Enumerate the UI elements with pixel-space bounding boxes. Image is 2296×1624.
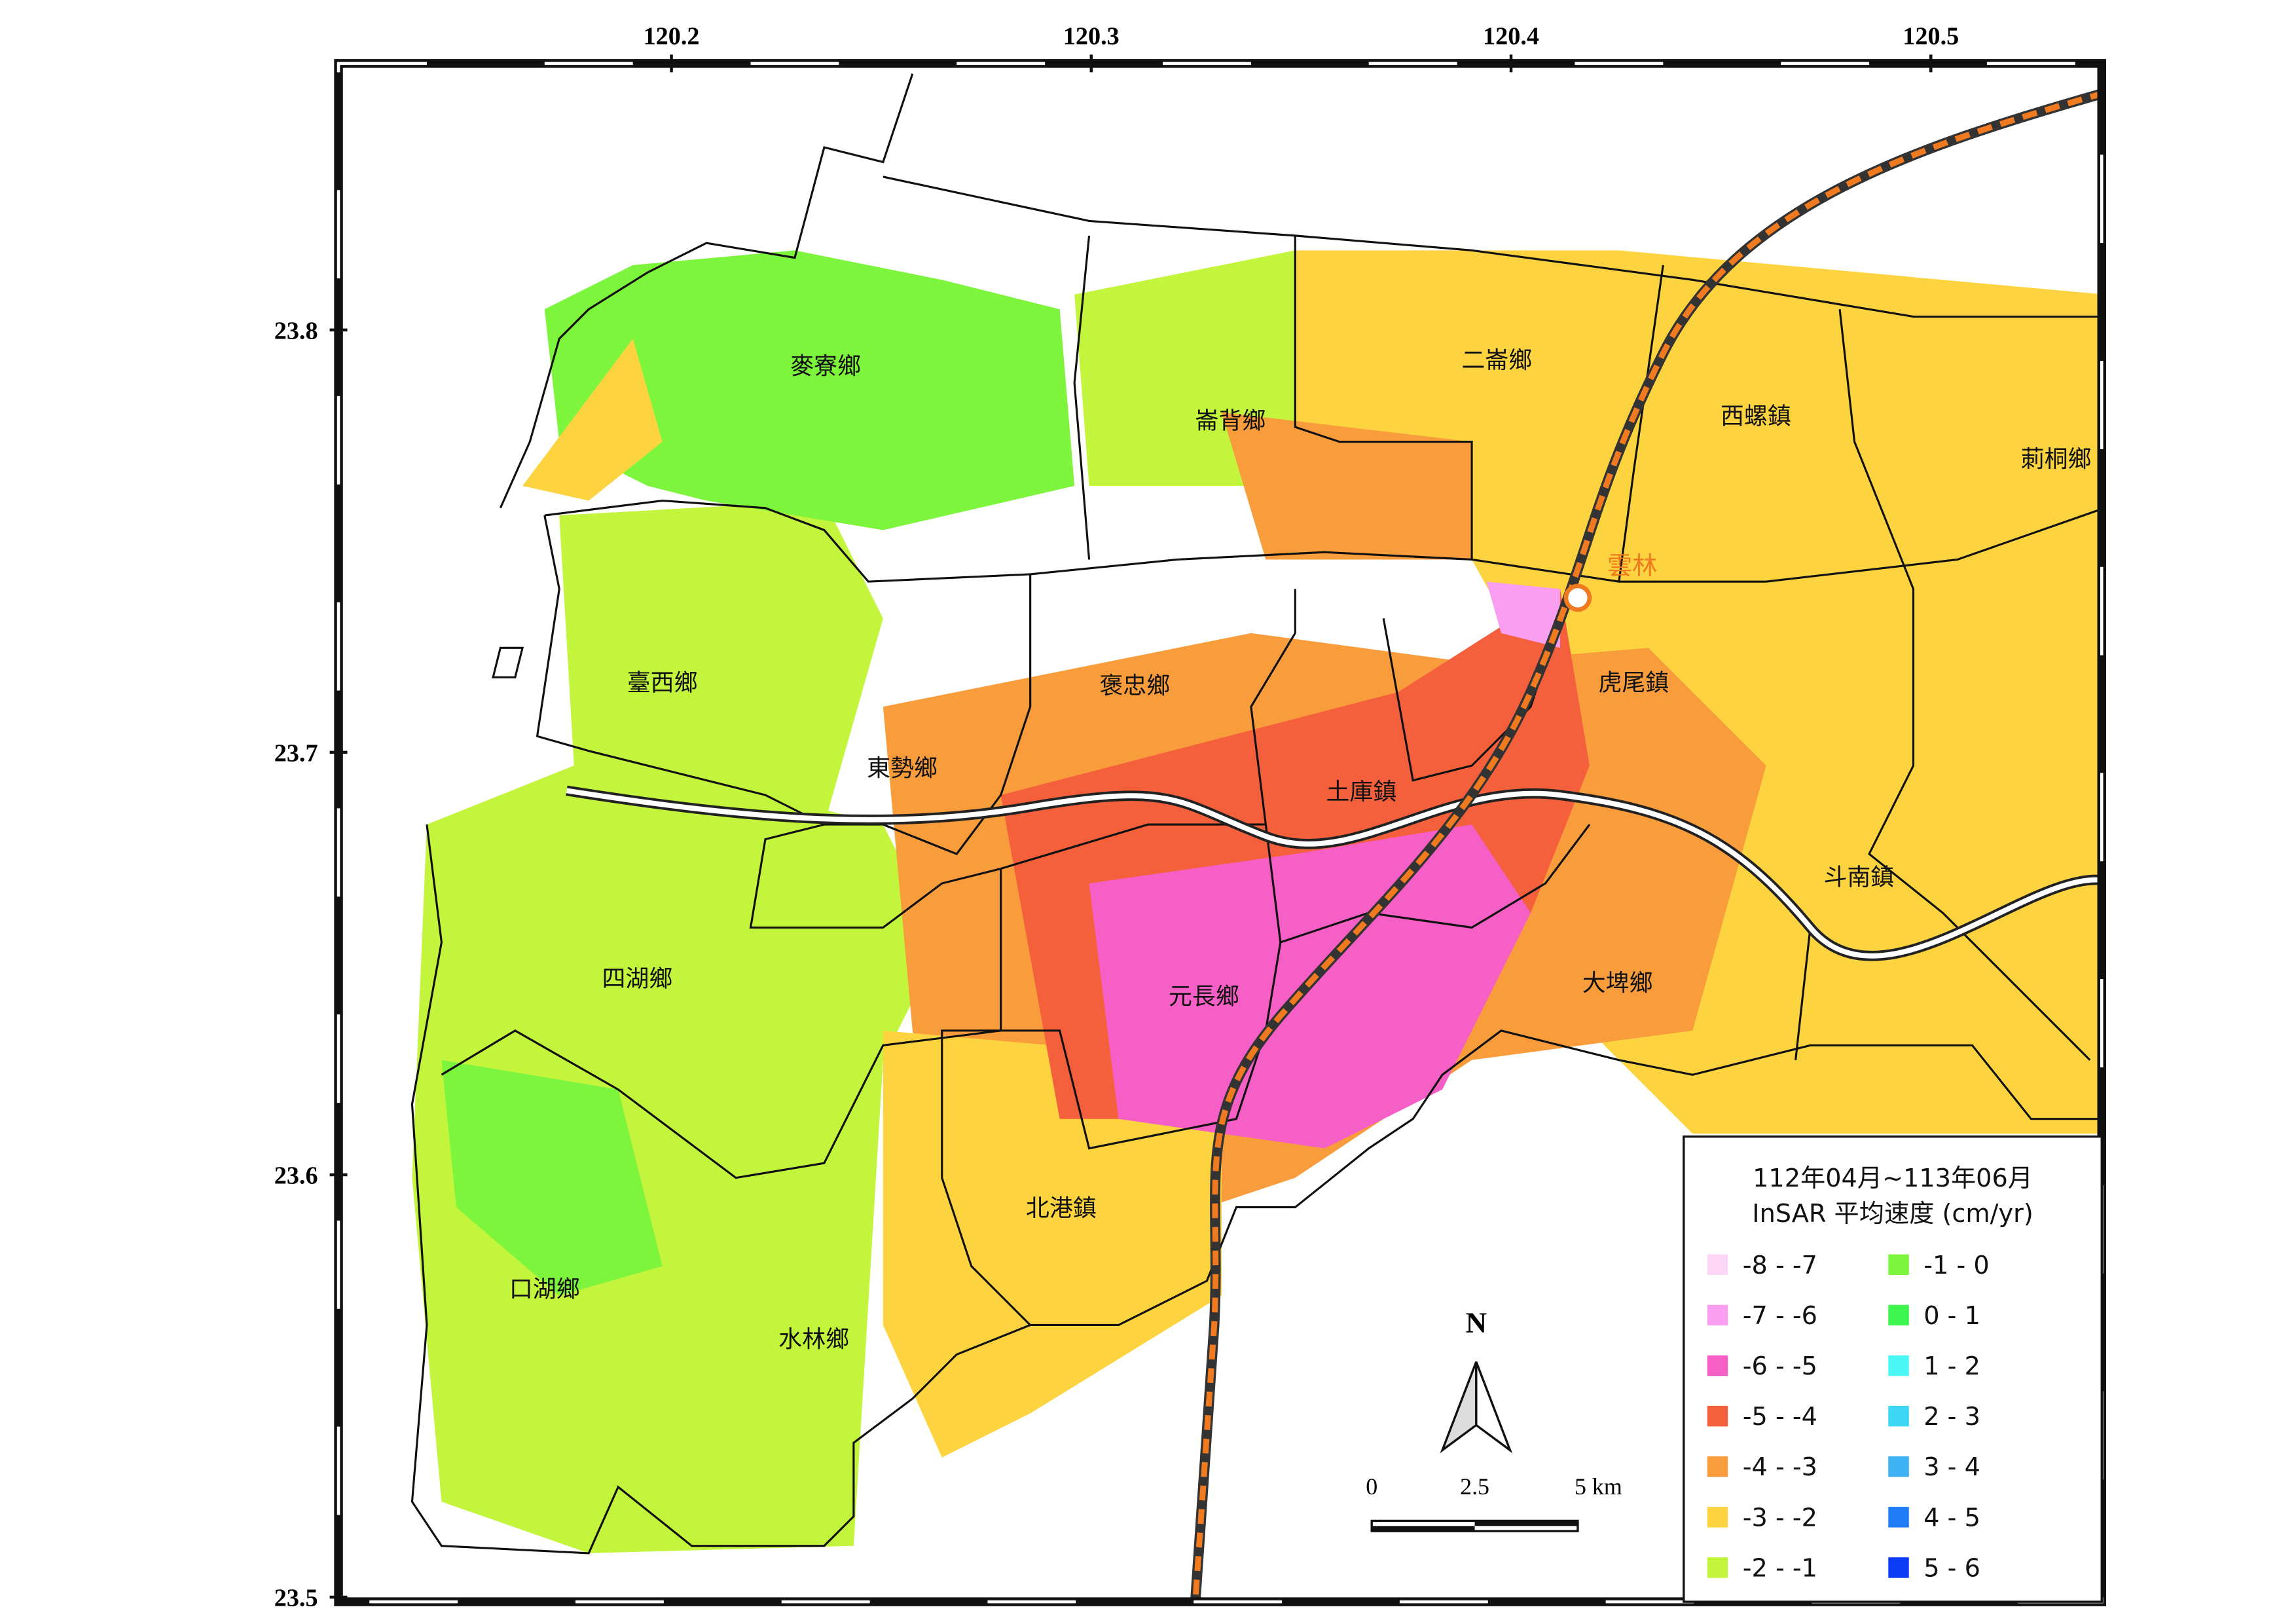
town-label: 麥寮鄉: [790, 353, 861, 380]
boundary: [544, 499, 2105, 583]
legend-label: -4 - -3: [1743, 1453, 1817, 1482]
x-tick-label: 120.3: [1063, 23, 1120, 50]
x-tick-label: 120.2: [644, 23, 700, 50]
graticule: 120.2 120.3 120.4 120.5 23.8 23.7 23.6 23.5: [274, 23, 1959, 1612]
station: [1563, 583, 1592, 612]
coastline: [499, 73, 2105, 509]
town-label: 褒忠鄉: [1099, 673, 1170, 699]
velocity-area: [412, 766, 942, 1553]
town-label: 二崙鄉: [1461, 347, 1532, 374]
velocity-area: [544, 250, 1075, 530]
scale-label: 2.5: [1460, 1473, 1489, 1500]
y-tick-label: 23.5: [274, 1584, 318, 1612]
town-label: 北港鎮: [1026, 1195, 1097, 1222]
velocity-area: [1221, 412, 1472, 560]
town-label: 莿桐鄉: [2021, 446, 2092, 473]
legend-label: 0 - 1: [1923, 1302, 1980, 1331]
town-label: 口湖鄉: [509, 1276, 580, 1303]
legend-label: -2 - -1: [1743, 1554, 1817, 1583]
boundary: [441, 589, 1591, 1326]
town-label: 斗南鎮: [1823, 864, 1894, 891]
velocity-area: [522, 339, 663, 501]
legend-swatch: [1888, 1254, 1909, 1276]
velocity-area: [441, 1060, 663, 1296]
legend-label: 4 - 5: [1923, 1504, 1980, 1532]
scale-label: 0: [1366, 1473, 1377, 1500]
legend-label: -3 - -2: [1743, 1504, 1817, 1532]
legend-label: 5 - 6: [1923, 1554, 1980, 1583]
legend-label: -7 - -6: [1743, 1302, 1817, 1331]
north-label: N: [1466, 1306, 1487, 1339]
legend-label: -6 - -5: [1743, 1352, 1817, 1381]
legend-label: 3 - 4: [1923, 1453, 1980, 1482]
legend-swatch: [1707, 1355, 1728, 1376]
legend-swatch: [1888, 1304, 1909, 1326]
legend-swatch: [1707, 1507, 1728, 1528]
y-tick-label: 23.6: [274, 1162, 318, 1189]
y-tick-label: 23.7: [274, 739, 318, 767]
y-tick-label: 23.8: [274, 317, 318, 344]
legend-swatch: [1707, 1456, 1728, 1477]
legend-swatch: [1888, 1456, 1909, 1477]
scale-bar: 0 2.5 5 km: [1366, 1473, 1622, 1532]
boundary: [1073, 235, 2091, 1061]
legend-label: -1 - 0: [1923, 1251, 1989, 1280]
town-label: 臺西鄉: [627, 670, 698, 697]
frame-pattern: [337, 62, 2104, 1604]
scale-label: 5 km: [1575, 1473, 1622, 1500]
town-label: 四湖鄉: [602, 965, 672, 992]
legend-label: -5 - -4: [1743, 1403, 1817, 1431]
legend-label: 1 - 2: [1923, 1352, 1980, 1381]
legend-swatch: [1888, 1355, 1909, 1376]
legend-swatch: [1888, 1507, 1909, 1528]
legend-swatch: [1707, 1557, 1728, 1578]
town-label: 西螺鎮: [1721, 403, 1791, 430]
legend-swatch: [1707, 1304, 1728, 1326]
x-tick-label: 120.4: [1483, 23, 1539, 50]
legend-swatch: [1888, 1405, 1909, 1427]
town-label: 崙背鄉: [1195, 407, 1266, 434]
legend-title: InSAR 平均速度 (cm/yr): [1752, 1200, 2033, 1228]
velocity-area: [559, 500, 883, 825]
legend-swatch: [1707, 1405, 1728, 1427]
town-label: 大埤鄉: [1582, 970, 1653, 997]
legend-title: 112年04月~113年06月: [1753, 1164, 2033, 1193]
legend-swatch: [1707, 1254, 1728, 1276]
legend-label: 2 - 3: [1923, 1403, 1980, 1431]
railway: [1190, 88, 2106, 1606]
island: [492, 646, 524, 678]
town-label: 水林鄉: [778, 1326, 849, 1353]
station-label: 雲林: [1607, 552, 1657, 581]
town-label: 元長鄉: [1169, 983, 1239, 1010]
highway: [566, 785, 2105, 961]
x-tick-label: 120.5: [1903, 23, 1959, 50]
town-label: 虎尾鎮: [1598, 670, 1669, 697]
legend: 112年04月~113年06月 InSAR 平均速度 (cm/yr) -8 - -7…: [1683, 1135, 2103, 1603]
town-label: 土庫鎮: [1326, 779, 1397, 805]
north-arrow: N: [1440, 1306, 1513, 1454]
velocity-area: [1486, 581, 1560, 648]
legend-label: -8 - -7: [1743, 1251, 1817, 1280]
legend-swatch: [1888, 1557, 1909, 1578]
town-label: 東勢鄉: [867, 755, 938, 782]
